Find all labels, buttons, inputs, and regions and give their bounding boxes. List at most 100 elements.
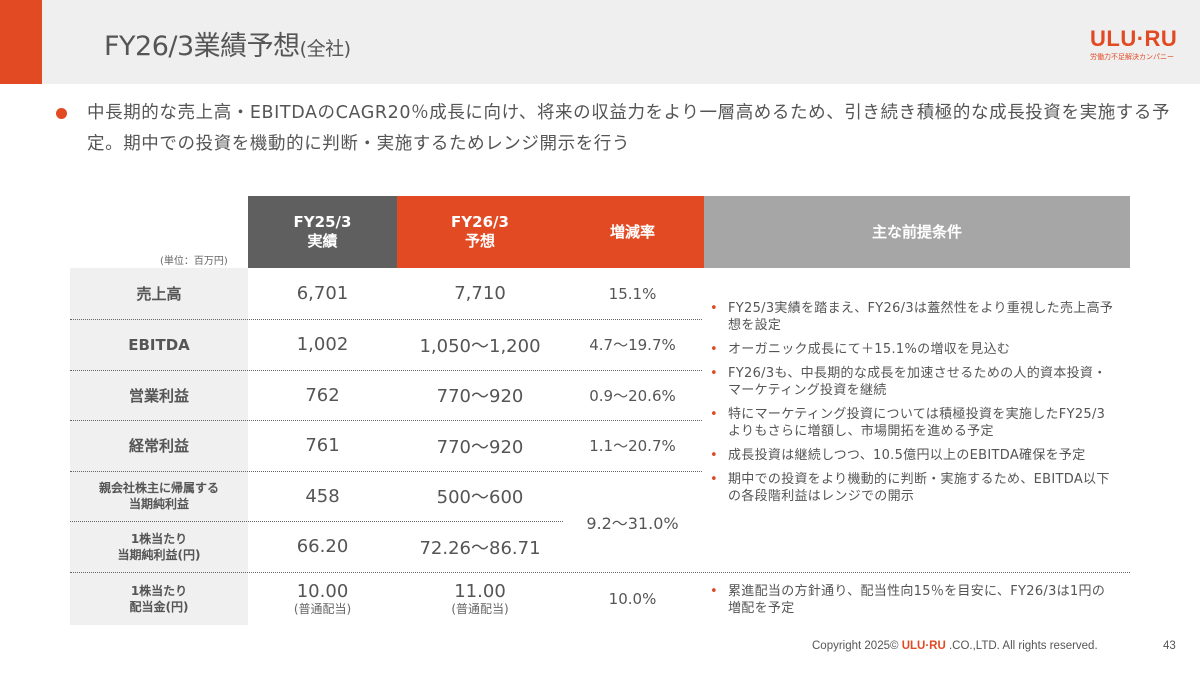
row-label: 1株当たり 当期純利益(円) <box>70 521 248 572</box>
logo-tagline: 労働力不足解決カンパニー <box>1090 53 1174 61</box>
title-main: FY26/3業績予想 <box>104 31 300 62</box>
header-fy25-type: 実績 <box>307 232 338 250</box>
footer-brand: ULU·RU <box>901 640 946 652</box>
bullet-icon: • <box>710 301 718 316</box>
row-label-line1: 親会社株主に帰属する <box>98 481 219 495</box>
row-label: 売上高 <box>136 285 182 303</box>
condition-text: 成長投資は継続しつつ、10.5億円以上のEBITDA確保を予定 <box>728 448 1086 463</box>
fy25-value: 762 <box>305 384 340 406</box>
condition-item: • FY25/3実績を踏まえ、FY26/3は蓋然性をより重視した売上高予想を設定 <box>708 300 1118 334</box>
condition-item: • 特にマーケティング投資については積極投資を実施したFY25/3よりもさらに増額… <box>708 406 1118 440</box>
slide-title: FY26/3業績予想(全社) <box>104 24 351 63</box>
header-conditions-label: 主な前提条件 <box>871 222 962 241</box>
bullet-icon: • <box>710 584 718 599</box>
fy25-dividend-note: (普通配当) <box>293 602 352 616</box>
rate-value: 4.7〜19.7% <box>589 336 676 354</box>
row-divider <box>70 319 702 320</box>
condition-text: 期中での投資をより機動的に判断・実施するため、EBITDA以下の各段階利益はレン… <box>728 472 1110 504</box>
row-divider <box>70 572 1130 573</box>
accent-bar <box>0 0 42 84</box>
slide-header: FY26/3業績予想(全社) ULU·RU 労働力不足解決カンパニー <box>0 0 1200 84</box>
header-conditions: 主な前提条件 <box>702 196 1130 268</box>
bullet-icon: • <box>710 407 718 422</box>
row-label: EBITDA <box>128 335 190 354</box>
rate-value: 0.9〜20.6% <box>589 386 676 405</box>
bullet-icon: • <box>710 448 718 463</box>
label-column-bg <box>70 268 248 625</box>
rate-value: 9.2〜31.0% <box>586 513 679 533</box>
condition-text: 累進配当の方針通り、配当性向15％を目安に、FY26/3は1円の増配を予定 <box>728 584 1106 616</box>
fy25-dividend: 10.00 <box>296 581 349 602</box>
lead-text: 中長期的な売上高・EBITDAのCAGR20％成長に向け、将来の収益力をより一層… <box>87 103 1171 154</box>
row-divider <box>70 521 563 522</box>
copyright-footer: Copyright 2025© ULU·RU .CO.,LTD. All rig… <box>812 640 1098 652</box>
fy26-value: 1,050〜1,200 <box>419 335 541 357</box>
fy26-value: 770〜920 <box>436 386 524 407</box>
title-sub: (全社) <box>299 38 351 60</box>
row-label-line1: 1株当たり <box>130 531 188 546</box>
fy26-value: 500〜600 <box>436 487 524 508</box>
logo-wordmark: ULU·RU <box>1090 26 1178 51</box>
table-row-ordinary-profit: 経常利益 761 770〜920 1.1〜20.7% <box>70 420 702 471</box>
row-divider <box>70 420 702 421</box>
header-fy26-year: FY26/3 <box>451 213 509 231</box>
rate-value: 15.1% <box>608 284 657 303</box>
conditions-list: • FY25/3実績を踏まえ、FY26/3は蓋然性をより重視した売上高予想を設定 … <box>708 300 1118 512</box>
fy25-value: 1,002 <box>296 334 349 355</box>
fy26-value: 770〜920 <box>436 436 524 458</box>
fy25-value: 458 <box>305 485 340 507</box>
condition-item: • 成長投資は継続しつつ、10.5億円以上のEBITDA確保を予定 <box>708 447 1118 464</box>
fy26-value: 72.26〜86.71 <box>419 537 541 559</box>
table-row-net-income: 親会社株主に帰属する 当期純利益 458 500〜600 <box>70 471 702 521</box>
rate-value: 1.1〜20.7% <box>589 437 676 455</box>
table-row-eps: 1株当たり 当期純利益(円) 66.20 72.26〜86.71 <box>70 521 702 572</box>
row-label-line2: 当期純利益 <box>128 497 189 511</box>
condition-item: • オーガニック成長にて＋15.1%の増収を見込む <box>708 341 1118 358</box>
header-fy26-forecast: FY26/3 予想 <box>397 196 563 268</box>
row-divider <box>70 471 702 472</box>
bullet-dot-icon <box>56 108 67 119</box>
row-label: 親会社株主に帰属する 当期純利益 <box>70 471 248 521</box>
bullet-icon: • <box>710 366 718 381</box>
row-label-line2: 配当金(円) <box>129 599 189 614</box>
fy25-value: 66.20 <box>296 536 349 557</box>
page-number: 43 <box>1163 640 1176 652</box>
merged-rate-cell: 9.2〜31.0% <box>70 471 702 572</box>
condition-text: 特にマーケティング投資については積極投資を実施したFY25/3よりもさらに増額し… <box>728 407 1106 439</box>
table-row-sales: 売上高 6,701 7,710 15.1% <box>70 268 702 319</box>
header-rate-label: 増減率 <box>609 222 655 241</box>
table-row-dividend: 1株当たり 配当金(円) 10.00 (普通配当) 11.00 (普通配当) 1… <box>70 572 702 625</box>
condition-text: オーガニック成長にて＋15.1%の増収を見込む <box>728 342 1011 357</box>
row-label: 営業利益 <box>128 386 189 405</box>
fy25-value: 6,701 <box>296 283 349 304</box>
company-logo: ULU·RU 労働力不足解決カンパニー <box>1090 28 1190 62</box>
dividend-conditions-list: • 累進配当の方針通り、配当性向15％を目安に、FY26/3は1円の増配を予定 <box>708 583 1118 624</box>
table-row-ebitda: EBITDA 1,002 1,050〜1,200 4.7〜19.7% <box>70 319 702 370</box>
fy26-value: 7,710 <box>454 283 506 304</box>
bullet-icon: • <box>710 472 718 487</box>
condition-item: • FY26/3も、中長期的な成長を加速させるための人的資本投資・マーケティング投… <box>708 365 1118 399</box>
row-divider <box>70 370 702 371</box>
condition-item: • 累進配当の方針通り、配当性向15％を目安に、FY26/3は1円の増配を予定 <box>708 583 1118 617</box>
unit-label: (単位：百万円) <box>160 256 228 267</box>
row-label-line1: 1株当たり <box>130 583 188 598</box>
header-change-rate: 増減率 <box>563 196 702 268</box>
copyright-prefix: Copyright 2025© <box>812 640 899 652</box>
table-row-operating-profit: 営業利益 762 770〜920 0.9〜20.6% <box>70 370 702 420</box>
fy25-value: 761 <box>305 435 340 456</box>
fy26-value: 11.00 (普通配当) <box>397 572 563 625</box>
bullet-icon: • <box>710 342 718 357</box>
fy26-dividend: 11.00 <box>454 581 506 602</box>
fy26-dividend-note: (普通配当) <box>451 602 509 616</box>
fy25-value: 10.00 (普通配当) <box>248 572 397 625</box>
header-fy26-type: 予想 <box>464 232 495 250</box>
header-fy25-year: FY25/3 <box>293 213 352 231</box>
row-label-line2: 当期純利益(円) <box>117 547 201 562</box>
row-label: 1株当たり 配当金(円) <box>70 572 248 625</box>
copyright-suffix: .CO.,LTD. All rights reserved. <box>945 640 1098 652</box>
rate-value: 10.0% <box>608 589 657 608</box>
condition-item: • 期中での投資をより機動的に判断・実施するため、EBITDA以下の各段階利益はレ… <box>708 471 1118 505</box>
condition-text: FY26/3も、中長期的な成長を加速させるための人的資本投資・マーケティング投資… <box>728 366 1107 398</box>
row-label: 経常利益 <box>128 437 189 455</box>
header-fy25-actual: FY25/3 実績 <box>248 196 397 268</box>
